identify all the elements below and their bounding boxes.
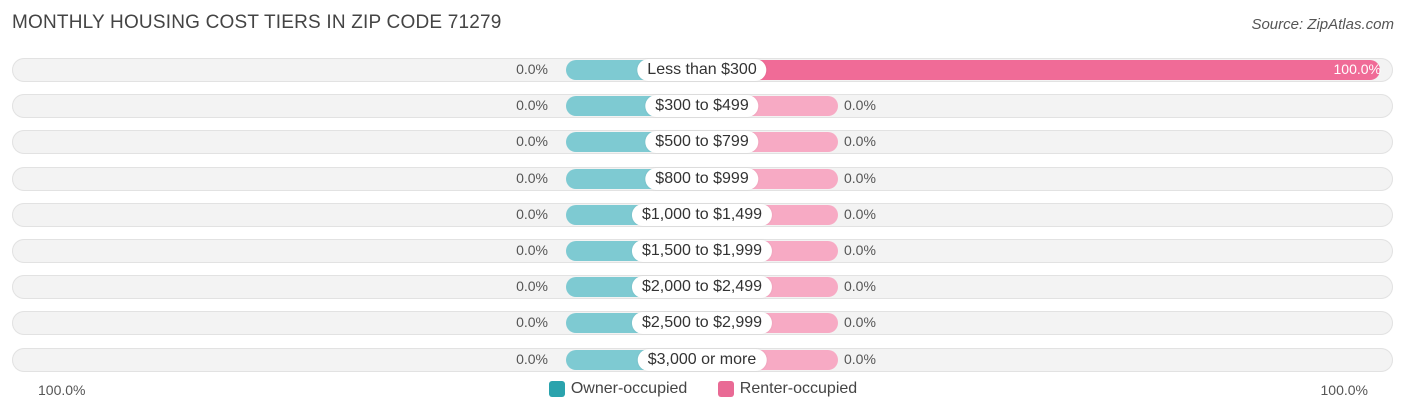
chart-row: 0.0% 0.0% $300 to $499 — [12, 94, 1393, 119]
chart-row: 0.0% 0.0% $500 to $799 — [12, 130, 1393, 155]
category-label: $3,000 or more — [637, 348, 767, 371]
renter-value-label: 0.0% — [844, 242, 876, 258]
legend-label-renter: Renter-occupied — [739, 380, 858, 397]
legend-item-owner: Owner-occupied — [548, 380, 688, 398]
chart-row: 0.0% 0.0% $800 to $999 — [12, 166, 1393, 191]
legend-label-owner: Owner-occupied — [570, 380, 688, 397]
owner-value-label: 0.0% — [516, 205, 548, 222]
chart-row: 0.0% 0.0% $2,500 to $2,999 — [12, 311, 1393, 336]
renter-value-label: 0.0% — [844, 133, 876, 150]
legend-item-renter: Renter-occupied — [717, 380, 858, 398]
category-label: Less than $300 — [637, 59, 767, 81]
axis-right-label: 100.0% — [1320, 382, 1368, 398]
owner-value-label: 0.0% — [516, 278, 548, 295]
chart-row: 0.0% 0.0% $3,000 or more — [12, 347, 1393, 372]
owner-value-label: 0.0% — [516, 242, 548, 258]
owner-value-label: 0.0% — [516, 133, 548, 150]
owner-value-label: 0.0% — [516, 61, 548, 77]
chart-row: 0.0% 0.0% $1,000 to $1,499 — [12, 202, 1393, 227]
category-label: $2,500 to $2,999 — [631, 312, 773, 335]
renter-value-label: 100.0% — [1333, 61, 1381, 77]
owner-value-label: 0.0% — [516, 350, 548, 367]
chart-title: MONTHLY HOUSING COST TIERS IN ZIP CODE 7… — [12, 12, 502, 33]
category-label: $800 to $999 — [645, 167, 759, 190]
axis-left-label: 100.0% — [38, 382, 86, 398]
renter-value-label: 0.0% — [844, 205, 876, 222]
legend-swatch-renter — [717, 381, 734, 397]
owner-value-label: 0.0% — [516, 314, 548, 331]
renter-bar — [702, 60, 1380, 80]
owner-value-label: 0.0% — [516, 97, 548, 114]
category-label: $2,000 to $2,499 — [631, 276, 773, 299]
source-note: Source: ZipAtlas.com — [1251, 16, 1394, 33]
legend-swatch-owner — [548, 381, 565, 397]
renter-value-label: 0.0% — [844, 169, 876, 186]
legend: Owner-occupied Renter-occupied — [0, 380, 1406, 402]
chart-row: 0.0% 100.0% Less than $300 — [12, 58, 1393, 82]
category-label: $500 to $799 — [645, 131, 759, 154]
owner-value-label: 0.0% — [516, 169, 548, 186]
category-label: $300 to $499 — [645, 95, 759, 118]
renter-value-label: 0.0% — [844, 97, 876, 114]
category-label: $1,500 to $1,999 — [631, 240, 773, 262]
renter-value-label: 0.0% — [844, 350, 876, 367]
chart-row: 0.0% 0.0% $2,000 to $2,499 — [12, 275, 1393, 300]
category-label: $1,000 to $1,499 — [631, 203, 773, 226]
renter-value-label: 0.0% — [844, 278, 876, 295]
chart-row: 0.0% 0.0% $1,500 to $1,999 — [12, 239, 1393, 263]
renter-value-label: 0.0% — [844, 314, 876, 331]
